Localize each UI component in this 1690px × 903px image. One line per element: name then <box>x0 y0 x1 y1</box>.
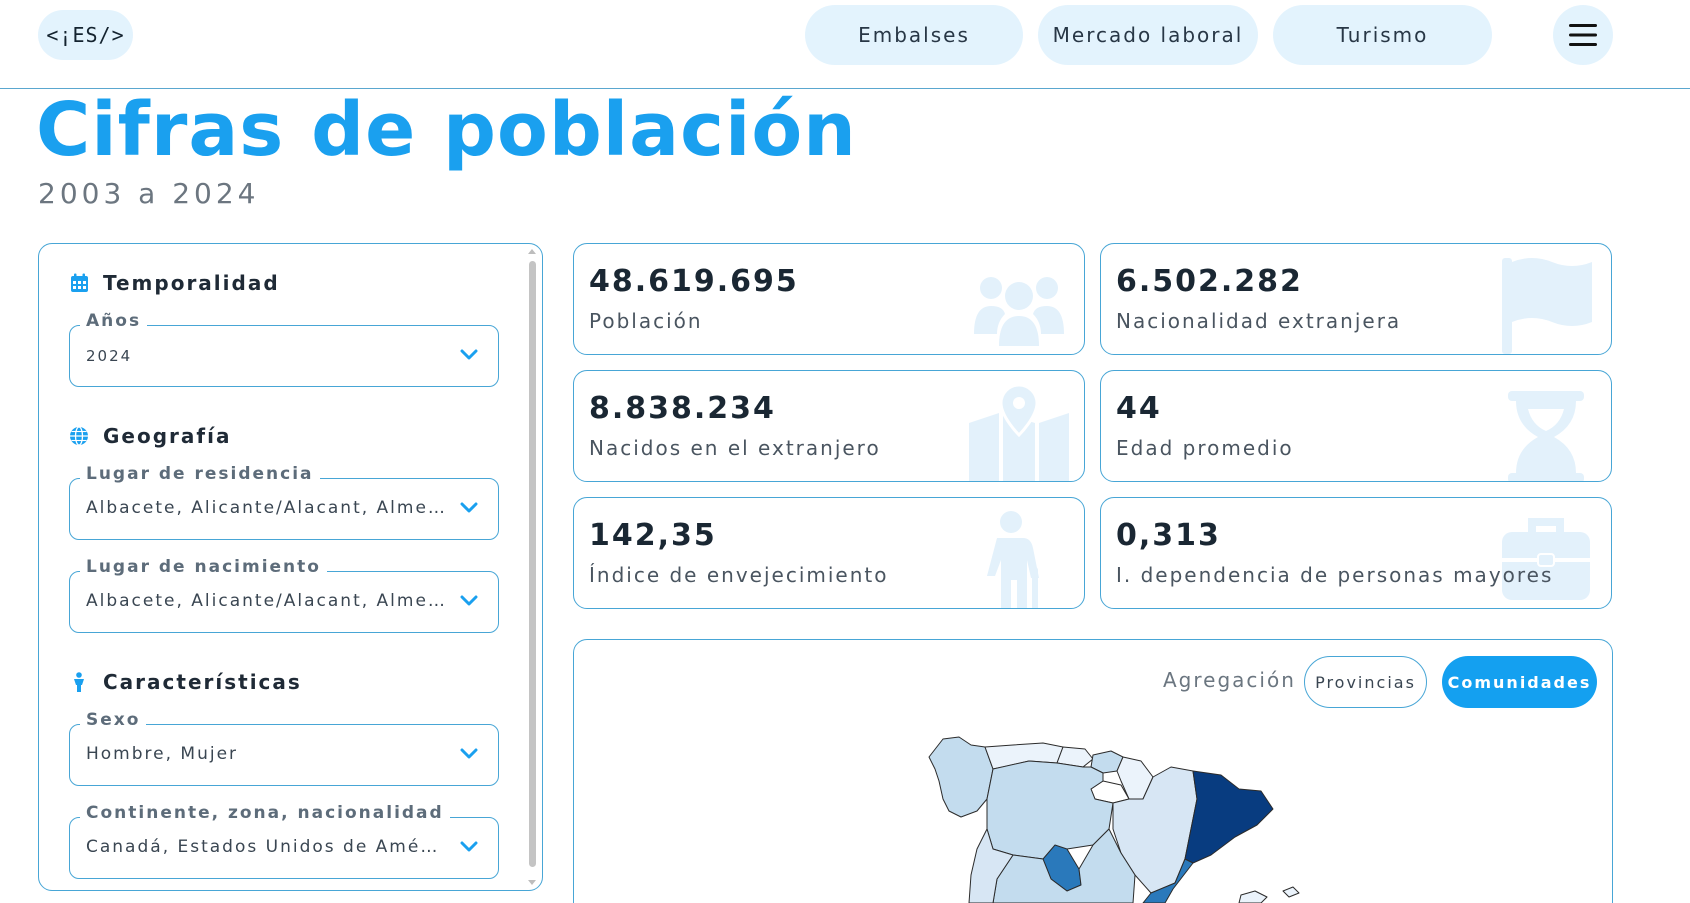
section-caracteristicas: Características <box>69 670 302 694</box>
spain-choropleth-map <box>928 736 1300 903</box>
map-panel <box>573 639 1613 903</box>
kpi-label: Nacionalidad extranjera <box>1116 309 1402 333</box>
section-heading: Geografía <box>103 424 232 448</box>
nav-turismo[interactable]: Turismo <box>1273 5 1492 65</box>
kpi-value: 0,313 <box>1116 518 1221 553</box>
kpi-value: 44 <box>1116 391 1162 426</box>
select-lugar-nacimiento[interactable]: Lugar de nacimiento Albacete, Alicante/A… <box>69 557 499 633</box>
section-heading: Características <box>103 670 302 694</box>
map-region-baleares[interactable] <box>1238 890 1268 903</box>
map-region-cataluna[interactable] <box>1184 770 1274 864</box>
kpi-value: 142,35 <box>589 518 717 553</box>
field-label: Continente, zona, nacionalidad <box>80 803 450 823</box>
nav-embalses[interactable]: Embalses <box>805 5 1023 65</box>
person-icon <box>69 672 89 692</box>
kpi-card-nacionalidad-extranjera: 6.502.282 Nacionalidad extranjera <box>1100 243 1612 355</box>
filters-scrollbar[interactable] <box>527 247 539 887</box>
hourglass-icon <box>1508 391 1584 481</box>
map-region-galicia[interactable] <box>928 736 994 818</box>
kpi-value: 8.838.234 <box>589 391 776 426</box>
field-value: Albacete, Alicante/Alacant, Almería, Ara… <box>86 498 446 518</box>
scroll-up-arrow[interactable] <box>528 249 536 254</box>
top-navbar: <¡ES/> Embalses Mercado laboral Turismo <box>0 0 1690 89</box>
scroll-down-arrow[interactable] <box>528 880 536 885</box>
kpi-card-dependencia-mayores: 0,313 I. dependencia de personas mayores <box>1100 497 1612 609</box>
map-region-castilla-la-mancha[interactable] <box>992 828 1136 903</box>
hamburger-icon <box>1569 24 1597 46</box>
section-heading: Temporalidad <box>103 271 280 295</box>
select-lugar-residencia[interactable]: Lugar de residencia Albacete, Alicante/A… <box>69 464 499 540</box>
kpi-value: 6.502.282 <box>1116 264 1303 299</box>
kpi-label: Nacidos en el extranjero <box>589 436 881 460</box>
field-label: Lugar de residencia <box>80 464 320 484</box>
kpi-label: I. dependencia de personas mayores <box>1116 563 1554 587</box>
kpi-label: Índice de envejecimiento <box>589 563 889 587</box>
field-label: Lugar de nacimiento <box>80 557 327 577</box>
chevron-down-icon <box>460 349 478 360</box>
field-value: Hombre, Mujer <box>86 744 239 764</box>
chevron-down-icon <box>460 502 478 513</box>
field-value: 2024 <box>86 347 133 365</box>
field-label: Sexo <box>80 710 147 730</box>
field-value: Albacete, Alicante/Alacant, Almería, Ara… <box>86 591 446 611</box>
kpi-card-poblacion: 48.619.695 Población <box>573 243 1085 355</box>
map-pin-icon <box>969 383 1069 481</box>
select-anios[interactable]: Años 2024 <box>69 311 499 387</box>
elderly-person-icon <box>987 511 1039 608</box>
section-temporalidad: Temporalidad <box>69 271 280 295</box>
chevron-down-icon <box>460 748 478 759</box>
kpi-label: Edad promedio <box>1116 436 1294 460</box>
briefcase-icon <box>1502 518 1590 600</box>
page-subtitle: 2003 a 2024 <box>38 177 260 210</box>
chevron-down-icon <box>460 595 478 606</box>
globe-icon <box>69 426 89 446</box>
kpi-card-indice-envejecimiento: 142,35 Índice de envejecimiento <box>573 497 1085 609</box>
site-logo[interactable]: <¡ES/> <box>38 10 133 60</box>
people-icon <box>974 277 1064 346</box>
map-region-extremadura[interactable] <box>968 828 1014 903</box>
map-region-menorca[interactable] <box>1282 886 1300 898</box>
aggregation-label: Agregación <box>1163 668 1296 692</box>
kpi-card-nacidos-extranjero: 8.838.234 Nacidos en el extranjero <box>573 370 1085 482</box>
field-label: Años <box>80 311 148 331</box>
chevron-down-icon <box>460 841 478 852</box>
section-geografia: Geografía <box>69 424 231 448</box>
scrollbar-thumb[interactable] <box>529 261 536 867</box>
select-continente-zona-nacionalidad[interactable]: Continente, zona, nacionalidad Canadá, E… <box>69 803 499 879</box>
field-value: Canadá, Estados Unidos de América <box>86 837 446 857</box>
nav-mercado-laboral[interactable]: Mercado laboral <box>1038 5 1258 65</box>
aggregation-provincias-button[interactable]: Provincias <box>1304 656 1427 708</box>
calendar-icon <box>69 273 89 293</box>
kpi-label: Población <box>589 309 703 333</box>
aggregation-comunidades-button[interactable]: Comunidades <box>1442 656 1597 708</box>
flag-icon <box>1502 258 1592 354</box>
menu-button[interactable] <box>1553 5 1613 65</box>
kpi-card-edad-promedio: 44 Edad promedio <box>1100 370 1612 482</box>
map-region-comunidad-valenciana[interactable] <box>1142 858 1194 903</box>
kpi-value: 48.619.695 <box>589 264 799 299</box>
filters-panel: Temporalidad Años 2024 Geografía Lugar d… <box>38 243 543 891</box>
page-title: Cifras de población <box>36 87 857 173</box>
map-region-cantabria[interactable] <box>1056 746 1094 768</box>
select-sexo[interactable]: Sexo Hombre, Mujer <box>69 710 499 786</box>
